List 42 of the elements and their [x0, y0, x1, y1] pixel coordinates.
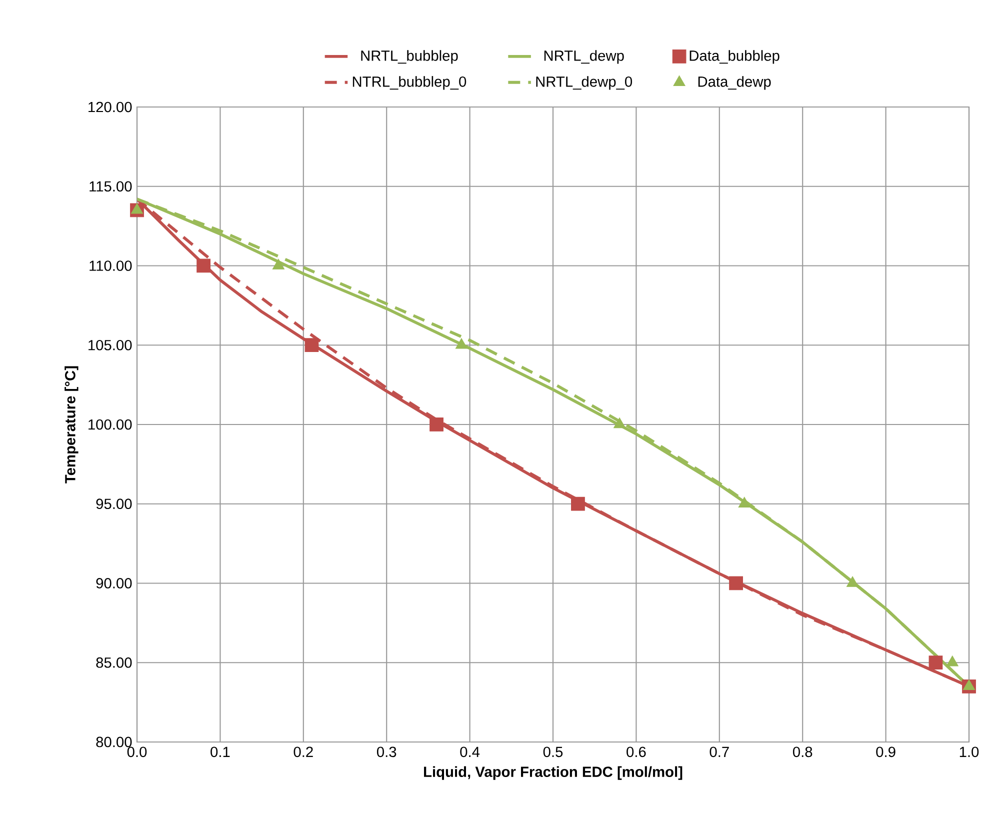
legend-label: NRTL_dewp_0 [536, 76, 632, 90]
x-tick-label: 0.4 [460, 746, 480, 758]
point [196, 258, 210, 273]
legend-label: Data_dewp [698, 76, 771, 90]
point [928, 656, 943, 670]
y-tick-label: 85.00 [96, 657, 132, 668]
point [272, 258, 284, 270]
y-tick-label: 90.00 [96, 578, 132, 588]
point [430, 418, 444, 432]
y-tick-label: 80.00 [96, 736, 132, 748]
point [130, 203, 144, 214]
x-tick-label: 0.9 [876, 746, 896, 758]
x-tick-label: 0.1 [210, 746, 230, 758]
y-tick-label: 100.00 [88, 419, 132, 430]
x-tick-label: 0.7 [710, 746, 729, 758]
y-tick-label: 110.00 [90, 260, 132, 271]
point [729, 576, 743, 590]
legend-label: Data_bubblep [690, 50, 780, 64]
x-tick-label: 1.0 [960, 746, 979, 758]
point [962, 679, 976, 690]
legend-label: NRTL_dewp [544, 50, 624, 64]
legend-label: NTRL_bubblep_0 [352, 76, 466, 90]
point [738, 496, 750, 508]
point [304, 338, 319, 352]
x-axis-title: Liquid, Vapor Fraction EDC [mol/mol] [424, 766, 682, 780]
point [846, 576, 859, 587]
y-axis-title: Temperature [°C] [64, 366, 78, 484]
y-tick-label: 105.00 [88, 340, 132, 350]
x-tick-label: 0.8 [792, 746, 812, 758]
point [571, 496, 585, 511]
x-tick-label: 0.3 [376, 746, 396, 758]
x-tick-label: 0.5 [543, 746, 563, 758]
y-tick-label: 95.00 [96, 498, 132, 510]
point [455, 338, 468, 349]
point [946, 656, 958, 666]
x-tick-label: 0.2 [294, 746, 313, 758]
point [614, 418, 626, 428]
y-tick-label: 120.00 [88, 102, 132, 112]
legend-label: NRTL_bubblep [361, 50, 458, 64]
x-tick-label: 0.6 [626, 746, 646, 758]
y-tick-label: 115.00 [90, 181, 132, 192]
x-tick-label: 0.0 [127, 746, 147, 758]
